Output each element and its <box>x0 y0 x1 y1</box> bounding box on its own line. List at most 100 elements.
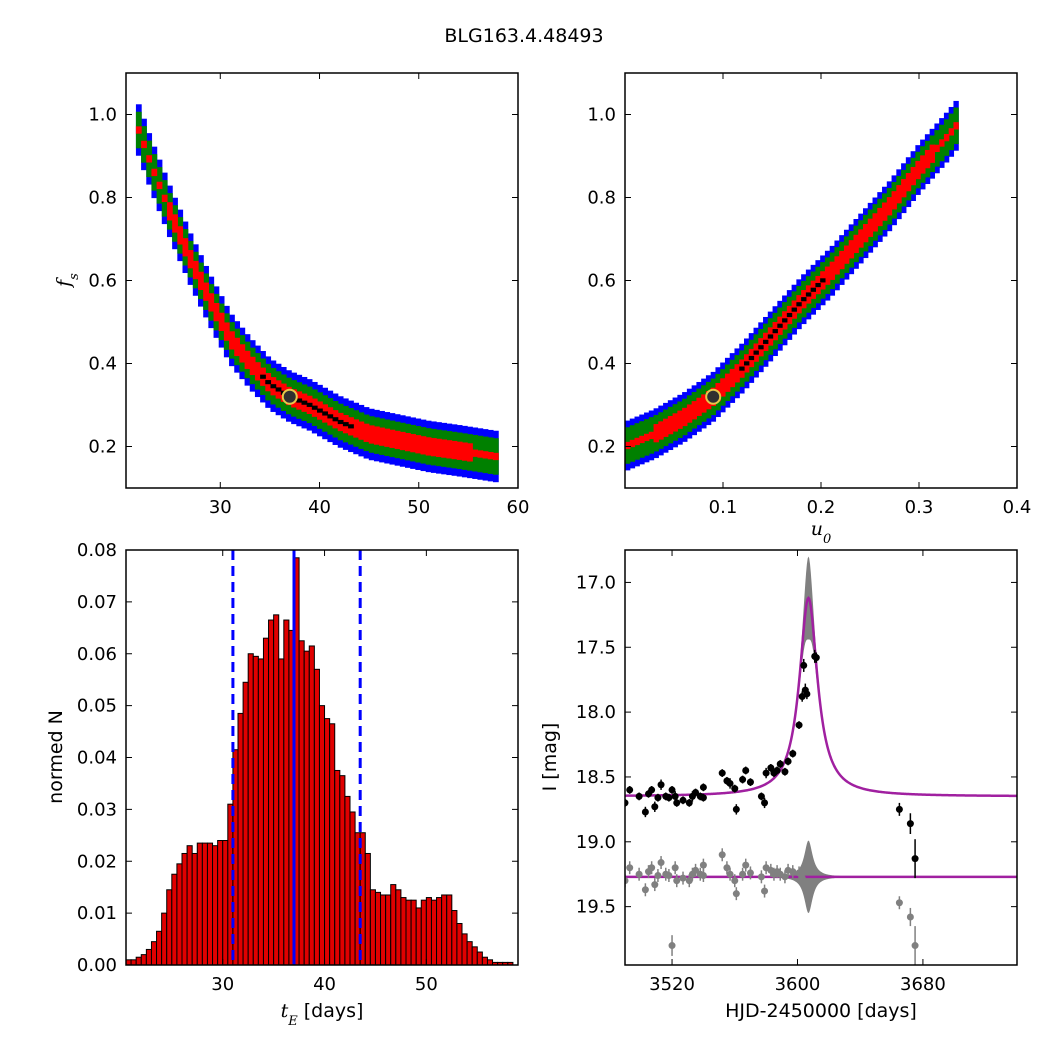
heatmap-cell-level-2 <box>691 401 697 420</box>
heatmap-cell-level-2 <box>172 214 178 233</box>
photometry-point <box>742 766 750 774</box>
y-tick-label: 17.5 <box>576 637 616 658</box>
heatmap-cell-level-2 <box>430 438 437 457</box>
residual-point <box>651 881 659 889</box>
heatmap-cell-level-2 <box>720 378 726 397</box>
histogram-bar <box>135 956 142 966</box>
histogram-bar <box>262 637 270 966</box>
photometry-point <box>657 781 665 789</box>
heatmap-cell-level-2 <box>446 440 453 459</box>
heatmap-cell-level-2 <box>848 240 855 259</box>
heatmap-cell-level-2 <box>824 266 831 285</box>
residual-point <box>761 887 769 895</box>
y-tick-label: 0.2 <box>88 437 117 458</box>
heatmap-cell-level-2 <box>901 179 907 198</box>
histogram-bar <box>451 910 458 966</box>
heatmap-cell-level-2 <box>373 426 380 445</box>
histogram-bar <box>150 941 158 966</box>
heatmap-cell-level-2 <box>663 418 669 437</box>
residual-point <box>746 869 754 877</box>
histogram-bar <box>400 897 407 966</box>
histogram-bar <box>481 956 488 966</box>
heatmap-cell-level-2 <box>368 425 375 444</box>
histogram-bar <box>425 897 432 966</box>
residual-point <box>699 861 707 869</box>
best-fit-marker <box>281 388 298 405</box>
photometry-point <box>784 757 792 765</box>
heatmap-cell-level-3 <box>796 302 802 307</box>
residual-point <box>673 877 681 885</box>
heatmap-cell-level-2 <box>353 419 360 438</box>
residual-point <box>731 877 739 885</box>
heatmap-cell-level-2 <box>244 350 251 370</box>
heatmap-cell-level-2 <box>141 140 147 149</box>
histogram-bar <box>390 884 397 966</box>
histogram-bar <box>339 775 346 966</box>
residual-point <box>795 869 803 877</box>
panel-light-curve-xlabel: HJD-2450000 [days] <box>725 1000 917 1022</box>
heatmap-cell-level-2 <box>877 207 883 227</box>
heatmap-cell-level-3 <box>270 384 277 389</box>
heatmap-cell-level-2 <box>182 238 189 257</box>
histogram-bar <box>140 954 147 966</box>
histogram-bar <box>206 842 214 966</box>
photometry-point <box>671 792 679 800</box>
histogram-bar <box>380 894 387 966</box>
heatmap-cell-level-2 <box>948 128 955 136</box>
heatmap-cell-level-2 <box>701 394 707 413</box>
heatmap-cell-level-2 <box>394 430 401 450</box>
heatmap-cell-level-2 <box>456 441 463 460</box>
residual-point <box>789 868 797 876</box>
photometry-point <box>648 786 656 794</box>
heatmap-cell-level-2 <box>192 260 199 280</box>
histogram-bar <box>436 897 443 966</box>
residual-point <box>692 866 700 874</box>
histogram-bar <box>247 653 254 966</box>
histogram-bar <box>283 619 290 966</box>
photometry-point <box>635 792 643 800</box>
model-curve <box>625 595 1017 798</box>
histogram-bar <box>486 959 494 966</box>
histogram-bar <box>461 933 468 966</box>
x-tick-label: 50 <box>415 974 438 995</box>
photometry-point <box>803 690 811 698</box>
residual-point <box>739 870 747 878</box>
heatmap-cell-level-2 <box>399 431 406 451</box>
heatmap-cell-level-2 <box>467 443 473 462</box>
photometry-point <box>651 803 659 811</box>
heatmap-cell-level-2 <box>229 331 235 350</box>
photometry-point <box>665 794 673 802</box>
heatmap-cell-level-2 <box>239 344 246 363</box>
histogram-bar <box>354 832 361 966</box>
heatmap-cell-level-2 <box>858 229 864 248</box>
heatmap-cell-level-2 <box>436 438 442 458</box>
heatmap-cell-level-3 <box>296 398 303 403</box>
heatmap-cell-level-2 <box>135 126 142 134</box>
heatmap-cell-level-2 <box>924 149 931 169</box>
histogram-bar <box>324 718 331 966</box>
residual-point <box>911 942 919 950</box>
heatmap-cell-level-2 <box>472 449 479 457</box>
heatmap-cell-level-3 <box>786 312 793 318</box>
photometry-point <box>812 654 820 662</box>
x-tick-label: 30 <box>209 497 232 518</box>
histogram-bar <box>257 658 264 966</box>
photometry-point <box>699 783 707 791</box>
photometry-point <box>776 760 784 768</box>
heatmap-cell-level-2 <box>682 407 688 427</box>
heatmap-cell-level-2 <box>151 168 158 177</box>
heatmap-cell-level-2 <box>208 293 215 312</box>
heatmap-cell-level-2 <box>934 144 940 153</box>
heatmap-cell-level-3 <box>744 361 750 366</box>
heatmap-cell-level-2 <box>420 436 427 455</box>
heatmap-cell-level-2 <box>492 452 499 461</box>
y-tick-label: 0.08 <box>77 540 117 561</box>
heatmap-cell-level-3 <box>758 345 764 350</box>
residual-point <box>668 942 676 950</box>
heatmap-cell-level-2 <box>379 427 385 446</box>
y-tick-label: 18.0 <box>576 702 616 723</box>
y-tick-label: 0.03 <box>77 799 117 820</box>
heatmap-cell-level-2 <box>477 450 484 458</box>
figure-title: BLG163.4.48493 <box>444 25 603 47</box>
